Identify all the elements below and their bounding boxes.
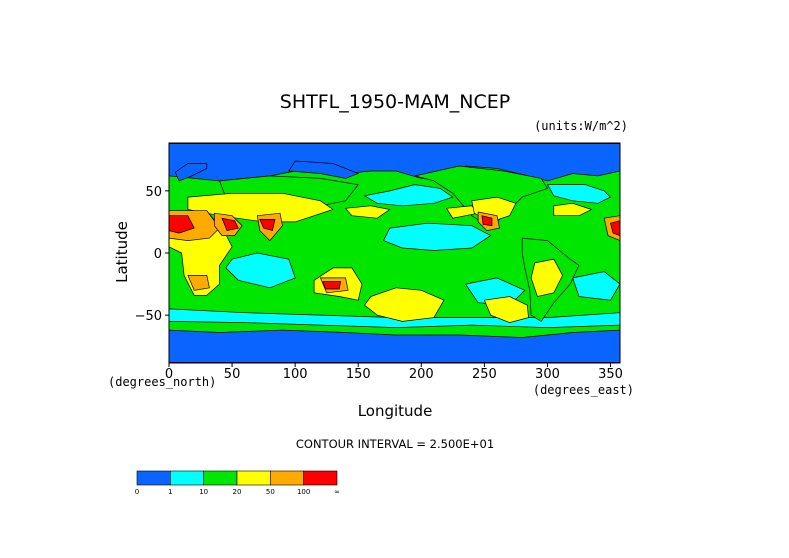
plot-area (169, 143, 620, 363)
colorbar-label: 100 (297, 488, 310, 496)
region-aus-red (322, 281, 342, 290)
x-unit-note: (degrees_east) (533, 383, 634, 397)
region-india-red (259, 219, 276, 232)
colorbar-label: 0 (135, 488, 139, 496)
chart-title: SHTFL_1950-MAM_NCEP (280, 91, 510, 113)
region-n-atlantic-yellow (553, 202, 593, 217)
heatmap-fill (169, 143, 620, 363)
region-cent-pacific-cyan (383, 222, 492, 251)
y-tick-label: 0 (154, 247, 162, 262)
x-tick-label: 100 (283, 367, 308, 382)
x-tick-label: 300 (535, 367, 560, 382)
y-axis-label: Latitude (113, 221, 131, 283)
contour-interval-text: CONTOUR INTERVAL = 2.500E+01 (296, 437, 494, 451)
colorbar-swatch (270, 470, 304, 486)
region-n-atlantic-cyan (546, 184, 612, 204)
colorbar: 0 1 10 20 50 100 ∞ (135, 470, 340, 496)
region-arabia-red (221, 217, 239, 232)
x-axis-label: Longitude (358, 402, 433, 420)
colorbar-label: ∞ (334, 488, 340, 496)
x-axis-ticks: 0 50 100 150 200 250 300 350 (165, 363, 623, 382)
colorbar-label: 50 (266, 488, 275, 496)
y-tick-label: −50 (135, 309, 162, 324)
x-tick-label: 0 (165, 367, 173, 382)
colorbar-swatch (303, 470, 338, 486)
region-siberia-cold (288, 160, 360, 179)
x-tick-label: 50 (224, 367, 241, 382)
region-sahara-red (169, 215, 195, 234)
y-tick-label: 50 (145, 185, 162, 200)
region-s-america-yellow (530, 258, 563, 297)
colorbar-swatch (136, 470, 171, 486)
region-n-pacific-yellow (344, 205, 391, 219)
colorbar-swatch (236, 470, 271, 486)
colorbar-swatch (170, 470, 204, 486)
y-axis-ticks: 50 0 −50 (135, 185, 169, 324)
region-se-pacific-yellow (483, 296, 529, 323)
region-antarctic (169, 329, 620, 363)
region-s-pacific-yellow (364, 287, 445, 322)
region-s-africa-orange (187, 275, 210, 291)
region-mexico-red (481, 215, 493, 227)
colorbar-swatch (203, 470, 238, 486)
x-tick-label: 350 (598, 367, 623, 382)
x-tick-label: 200 (409, 367, 434, 382)
region-indian-cyan (225, 252, 296, 289)
y-unit-note: (degrees_north) (108, 375, 216, 389)
region-w-africa-red (610, 220, 620, 236)
region-s-atlantic-cyan (572, 271, 620, 301)
region-scand-cold (174, 163, 208, 182)
x-tick-label: 150 (346, 367, 371, 382)
colorbar-label: 20 (233, 488, 242, 496)
colorbar-label: 10 (199, 488, 208, 496)
units-label: (units:W/m^2) (534, 119, 628, 133)
colorbar-label: 1 (168, 488, 172, 496)
region-n-pacific-cyan (363, 184, 454, 207)
x-tick-label: 250 (472, 367, 497, 382)
